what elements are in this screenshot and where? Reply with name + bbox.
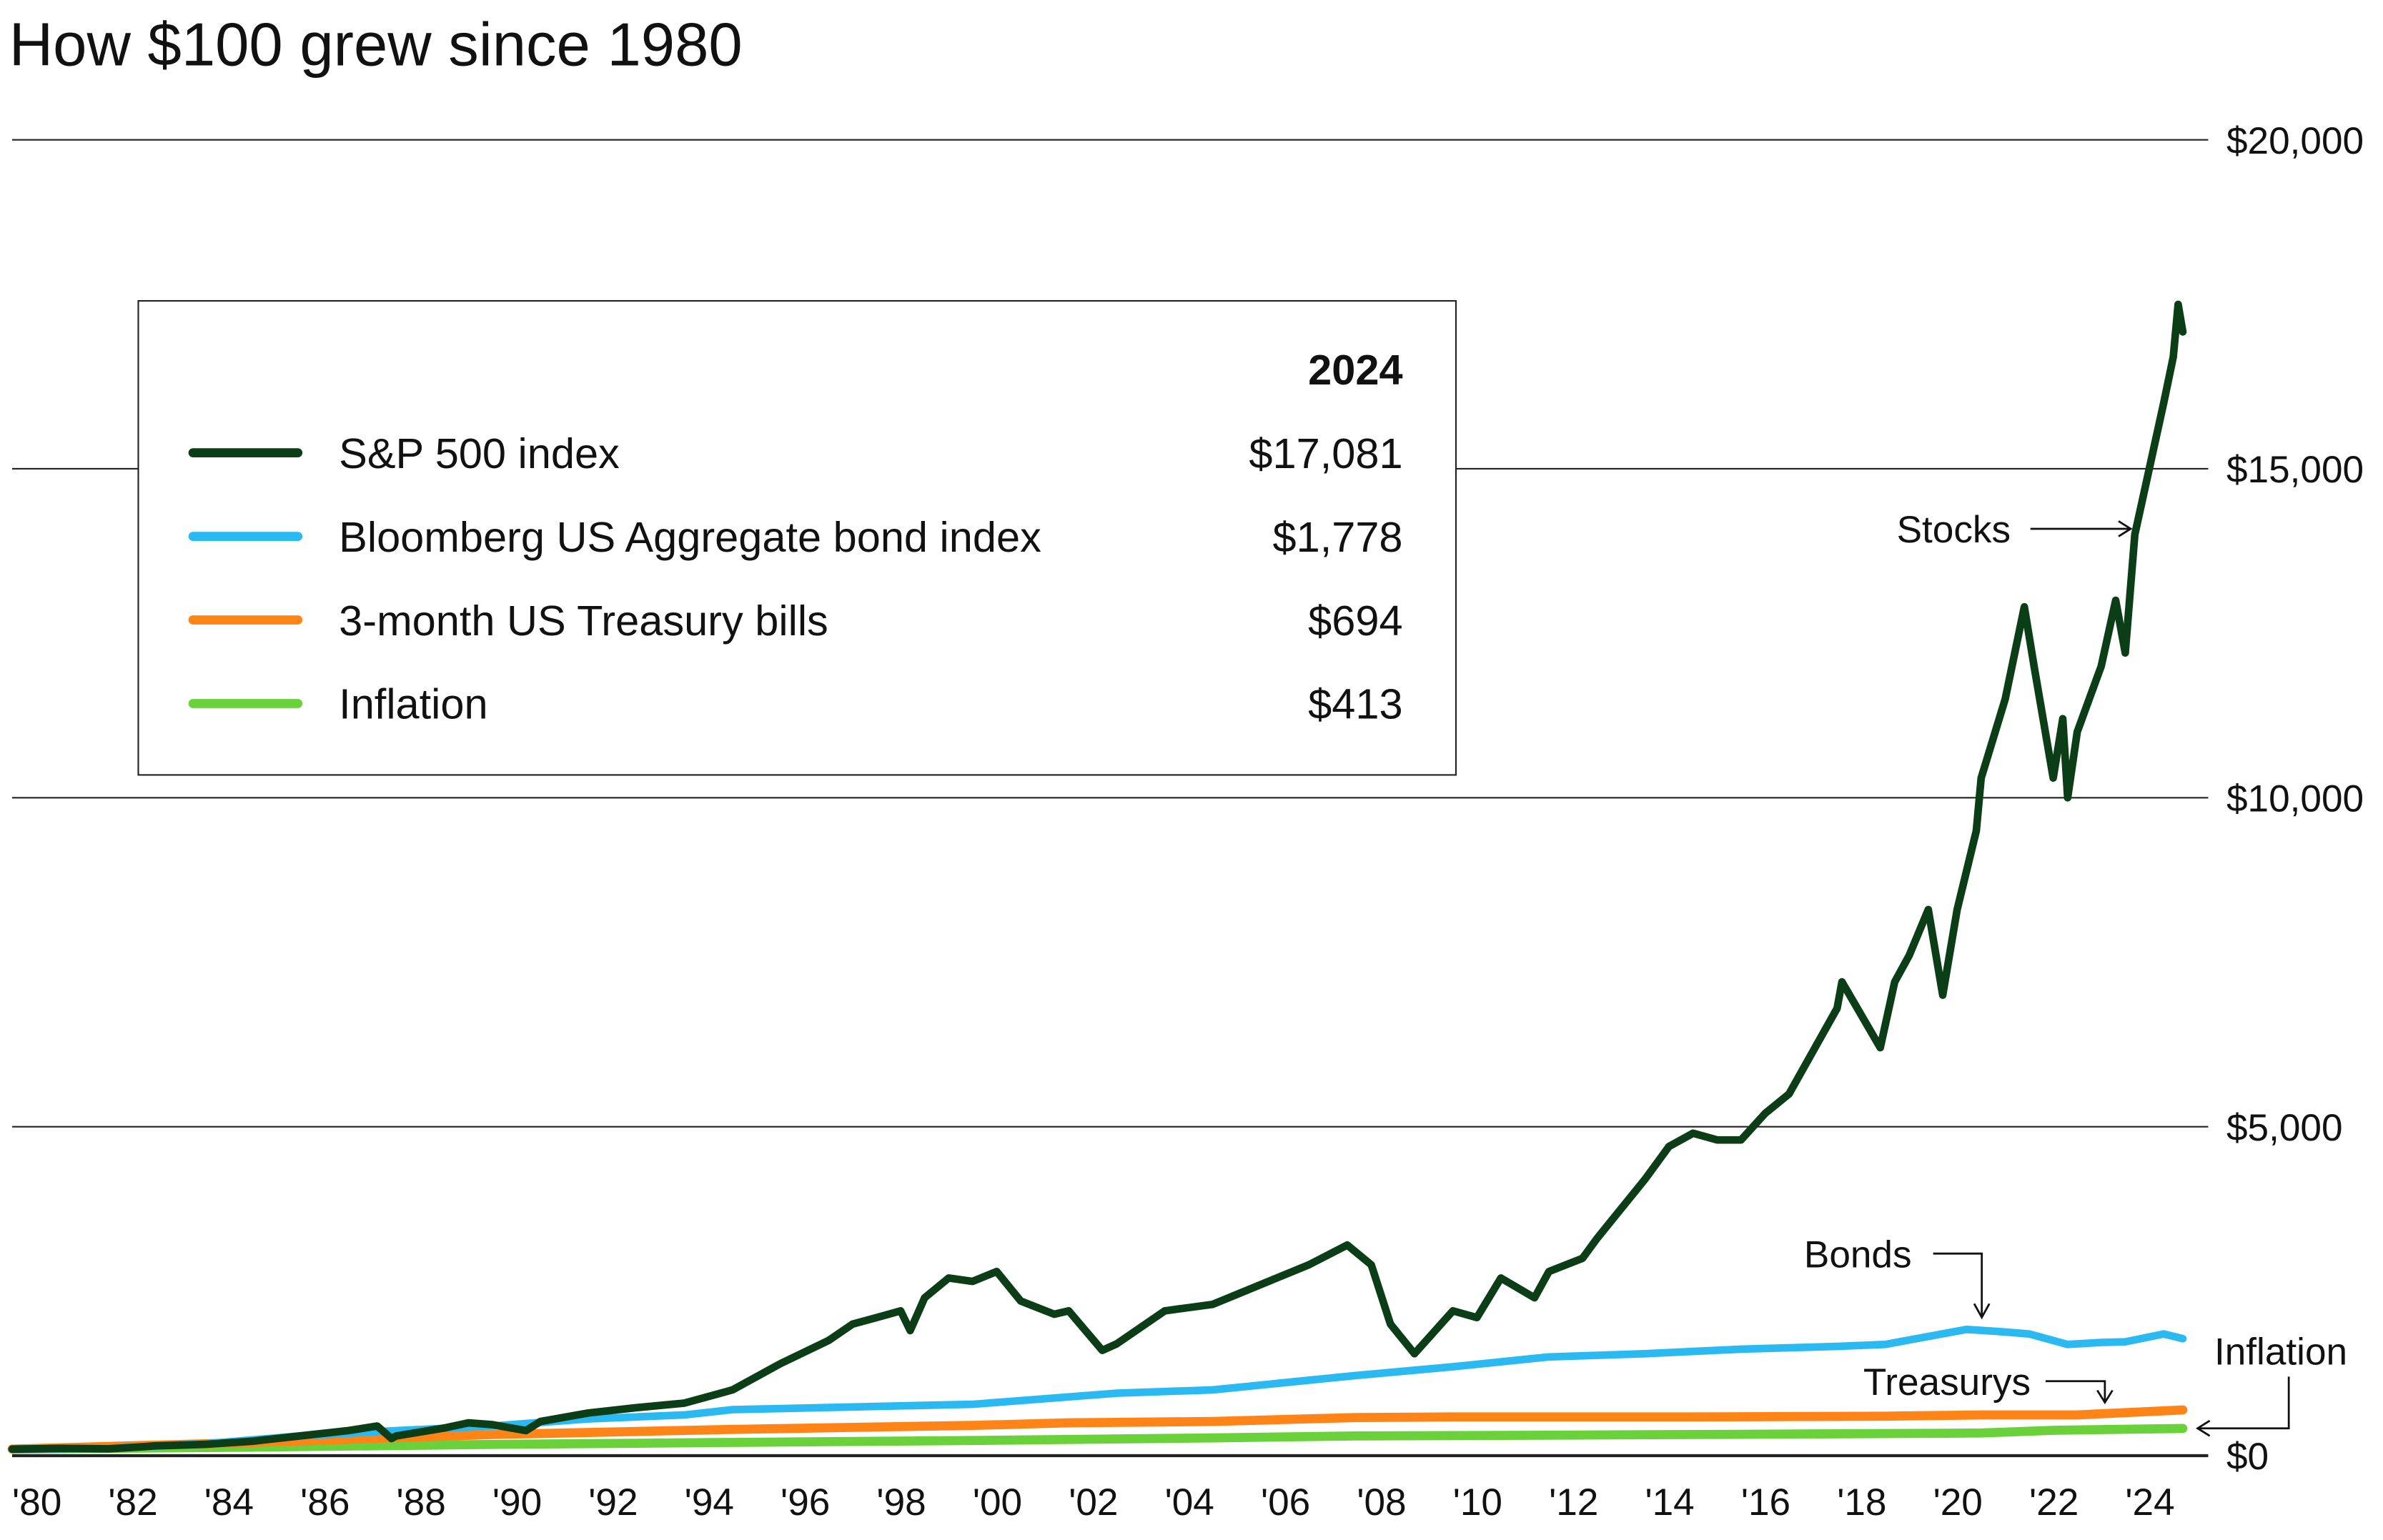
legend-item: 3-month US Treasury bills $694 [188,597,1403,645]
annotation-bonds: Bonds [1804,1233,1991,1320]
x-tick-label: '96 [781,1481,830,1524]
x-tick-label: '00 [973,1481,1022,1524]
legend-item: Inflation $413 [188,680,1403,728]
x-tick-label: '84 [204,1481,254,1524]
x-tick-label: '90 [492,1481,542,1524]
x-tick-label: '98 [876,1481,926,1524]
arrow-icon [1933,1252,1991,1320]
y-tick-label: $5,000 [2226,1107,2343,1149]
x-axis-labels: '80 '82 '84 '86 '88 '90 '92 '94 '96 '98 '00 '02 '04 '… [12,1481,2175,1524]
chart-title: How $100 grew since 1980 [9,11,743,79]
x-tick-label: '16 [1741,1481,1790,1524]
arrow-icon [2195,1376,2290,1437]
x-tick-label: '04 [1165,1481,1214,1524]
legend-value: $694 [1308,597,1402,645]
x-tick-label: '06 [1261,1481,1310,1524]
x-tick-label: '02 [1069,1481,1118,1524]
annotation-inflation: Inflation [2195,1331,2347,1437]
y-tick-label: $10,000 [2226,778,2364,820]
legend-value: $1,778 [1273,513,1403,561]
y-tick-label: $15,000 [2226,449,2364,491]
x-tick-label: '86 [300,1481,350,1524]
x-tick-label: '94 [685,1481,734,1524]
legend-label: S&P 500 index [339,429,620,477]
x-tick-label: '18 [1837,1481,1886,1524]
y-tick-label: $0 [2226,1436,2269,1478]
legend-label: Inflation [339,680,487,728]
legend-value: $17,081 [1249,429,1402,477]
annotation-treasurys: Treasurys [1863,1361,2114,1405]
legend: 2024 S&P 500 index $17,081 Bloomberg US Ag… [137,299,1457,776]
x-tick-label: '10 [1453,1481,1502,1524]
legend-item: Bloomberg US Aggregate bond index $1,778 [188,513,1403,561]
legend-label: 3-month US Treasury bills [339,597,828,645]
x-tick-label: '80 [12,1481,61,1524]
series-line-0 [8,300,2187,1454]
series-line-2 [7,1405,2188,1454]
annotation-stocks-label: Stocks [1897,509,2011,551]
x-tick-label: '24 [2125,1481,2174,1524]
legend-value: $413 [1308,680,1402,728]
legend-label: Bloomberg US Aggregate bond index [339,513,1041,561]
arrow-icon [2045,1380,2114,1405]
x-tick-label: '82 [108,1481,157,1524]
x-tick-label: '08 [1357,1481,1406,1524]
x-tick-label: '14 [1645,1481,1694,1524]
annotation-bonds-label: Bonds [1804,1233,1912,1276]
x-tick-label: '12 [1549,1481,1598,1524]
annotation-treasurys-label: Treasurys [1863,1361,2031,1404]
legend-item: S&P 500 index $17,081 [188,429,1403,477]
y-tick-label: $20,000 [2226,120,2364,162]
arrow-icon [2030,520,2133,537]
series-line-3 [7,1424,2188,1454]
x-tick-label: '22 [2029,1481,2079,1524]
x-tick-label: '88 [397,1481,446,1524]
x-tick-label: '20 [1933,1481,1983,1524]
y-axis-labels: $0 $5,000 $10,000 $15,000 $20,000 [2226,120,2364,1478]
annotation-inflation-label: Inflation [2214,1331,2347,1373]
x-tick-label: '92 [588,1481,638,1524]
annotation-stocks: Stocks [1897,509,2133,551]
legend-header: 2024 [1308,346,1402,394]
series-lines [7,300,2188,1454]
